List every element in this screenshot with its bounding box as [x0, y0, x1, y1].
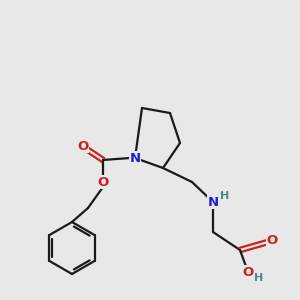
Text: N: N: [129, 152, 141, 164]
Text: N: N: [207, 196, 219, 208]
Text: O: O: [98, 176, 109, 188]
Text: H: H: [254, 273, 264, 283]
Text: O: O: [266, 233, 278, 247]
Text: O: O: [77, 140, 88, 152]
Text: H: H: [220, 191, 230, 201]
Text: O: O: [242, 266, 253, 278]
